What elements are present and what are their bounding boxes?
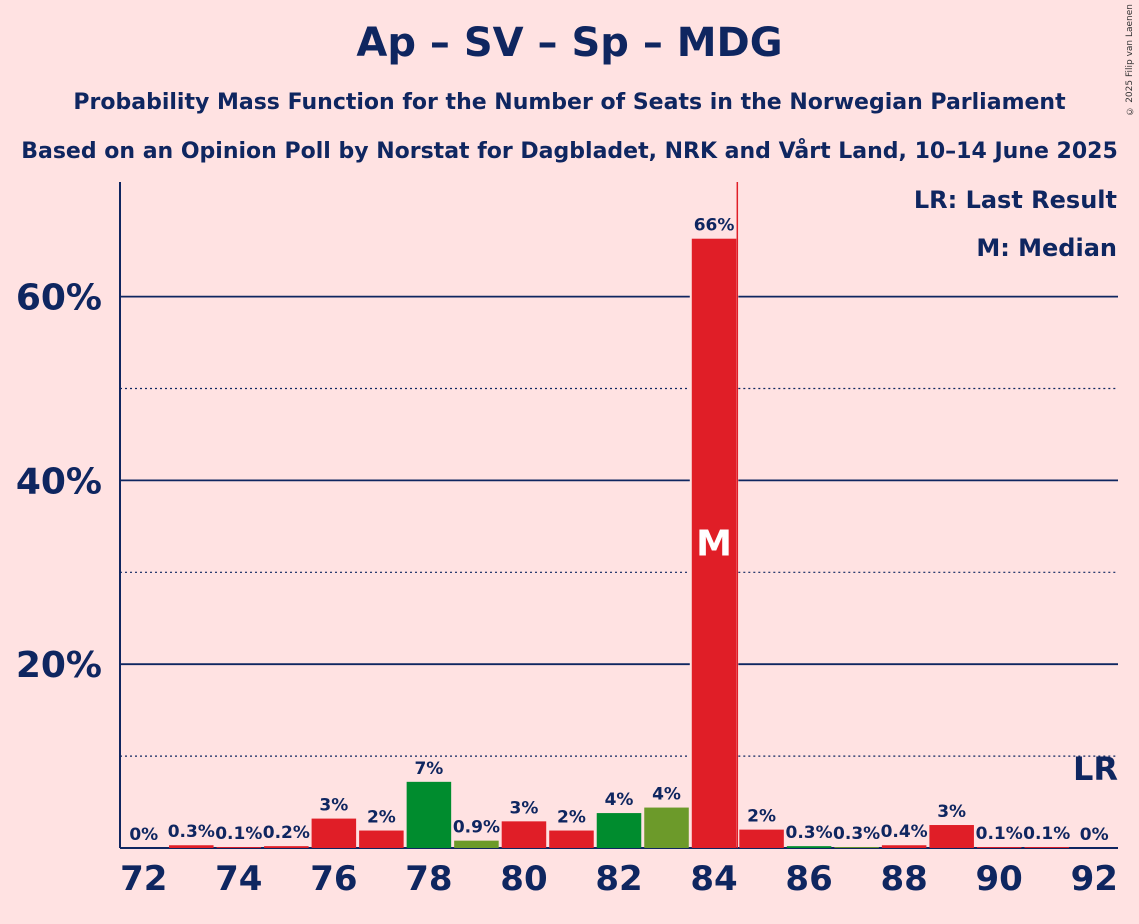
bar-label-seat-82: 4% xyxy=(605,790,634,810)
chart-source: Based on an Opinion Poll by Norstat for … xyxy=(21,139,1118,164)
bar-seat-77 xyxy=(359,830,404,848)
bar-seat-89 xyxy=(929,825,974,848)
bar-label-seat-80: 3% xyxy=(510,798,539,818)
bar-seat-74 xyxy=(216,847,262,848)
bar-seat-78 xyxy=(406,781,452,848)
bar-label-seat-86: 0.3% xyxy=(786,823,833,843)
bar-seat-87 xyxy=(834,847,879,848)
bar-label-seat-91: 0.1% xyxy=(1023,824,1070,844)
bar-label-seat-76: 3% xyxy=(319,796,348,816)
bar-label-seat-72: 0% xyxy=(129,825,158,845)
x-tick-label: 86 xyxy=(785,859,832,899)
median-marker: M xyxy=(696,523,732,564)
chart-title: Ap – SV – Sp – MDG xyxy=(356,20,783,66)
y-tick-label: 20% xyxy=(16,645,102,686)
bar-label-seat-81: 2% xyxy=(557,808,586,828)
bar-seat-83 xyxy=(644,807,689,848)
bar-label-seat-84: 66% xyxy=(694,216,735,236)
x-tick-label: 78 xyxy=(405,859,452,899)
bar-seat-79 xyxy=(454,840,499,848)
chart-subtitle: Probability Mass Function for the Number… xyxy=(73,90,1066,115)
x-tick-label: 92 xyxy=(1071,859,1118,899)
bar-seat-90 xyxy=(976,847,1022,848)
bar-seat-82 xyxy=(596,813,642,848)
bar-seat-73 xyxy=(169,845,214,848)
bar-label-seat-78: 7% xyxy=(414,759,443,779)
bar-label-seat-89: 3% xyxy=(937,802,966,822)
y-tick-label: 60% xyxy=(16,278,102,319)
bar-label-seat-88: 0.4% xyxy=(881,822,928,842)
bar-seat-81 xyxy=(549,830,594,848)
x-tick-label: 72 xyxy=(120,859,167,899)
legend-median: M: Median xyxy=(976,234,1117,262)
bar-label-seat-77: 2% xyxy=(367,808,396,828)
x-tick-label: 76 xyxy=(310,859,357,899)
x-tick-label: 90 xyxy=(976,859,1023,899)
bar-seat-86 xyxy=(786,846,832,848)
x-tick-label: 80 xyxy=(500,859,547,899)
x-tick-label: 88 xyxy=(880,859,927,899)
bar-seat-76 xyxy=(311,818,357,848)
legend-last-result: LR: Last Result xyxy=(913,186,1117,214)
bar-seat-75 xyxy=(264,846,309,848)
bar-seat-88 xyxy=(881,845,927,848)
bar-label-seat-90: 0.1% xyxy=(976,824,1023,844)
y-tick-label: 40% xyxy=(16,461,102,502)
x-tick-label: 82 xyxy=(595,859,642,899)
bar-seat-85 xyxy=(739,829,784,848)
bar-seat-80 xyxy=(501,821,547,848)
x-tick-label: 74 xyxy=(215,859,262,899)
bar-label-seat-74: 0.1% xyxy=(215,824,262,844)
last-result-marker: LR xyxy=(1073,750,1118,788)
bar-seat-84 xyxy=(691,238,737,848)
bar-label-seat-83: 4% xyxy=(652,785,681,805)
bar-label-seat-79: 0.9% xyxy=(453,818,500,838)
bar-label-seat-75: 0.2% xyxy=(263,823,310,843)
bar-seat-91 xyxy=(1024,847,1069,848)
bar-label-seat-87: 0.3% xyxy=(833,824,880,844)
bar-label-seat-73: 0.3% xyxy=(168,822,215,842)
x-tick-label: 84 xyxy=(690,859,737,899)
bar-label-seat-92: 0% xyxy=(1080,825,1109,845)
bar-label-seat-85: 2% xyxy=(747,807,776,827)
